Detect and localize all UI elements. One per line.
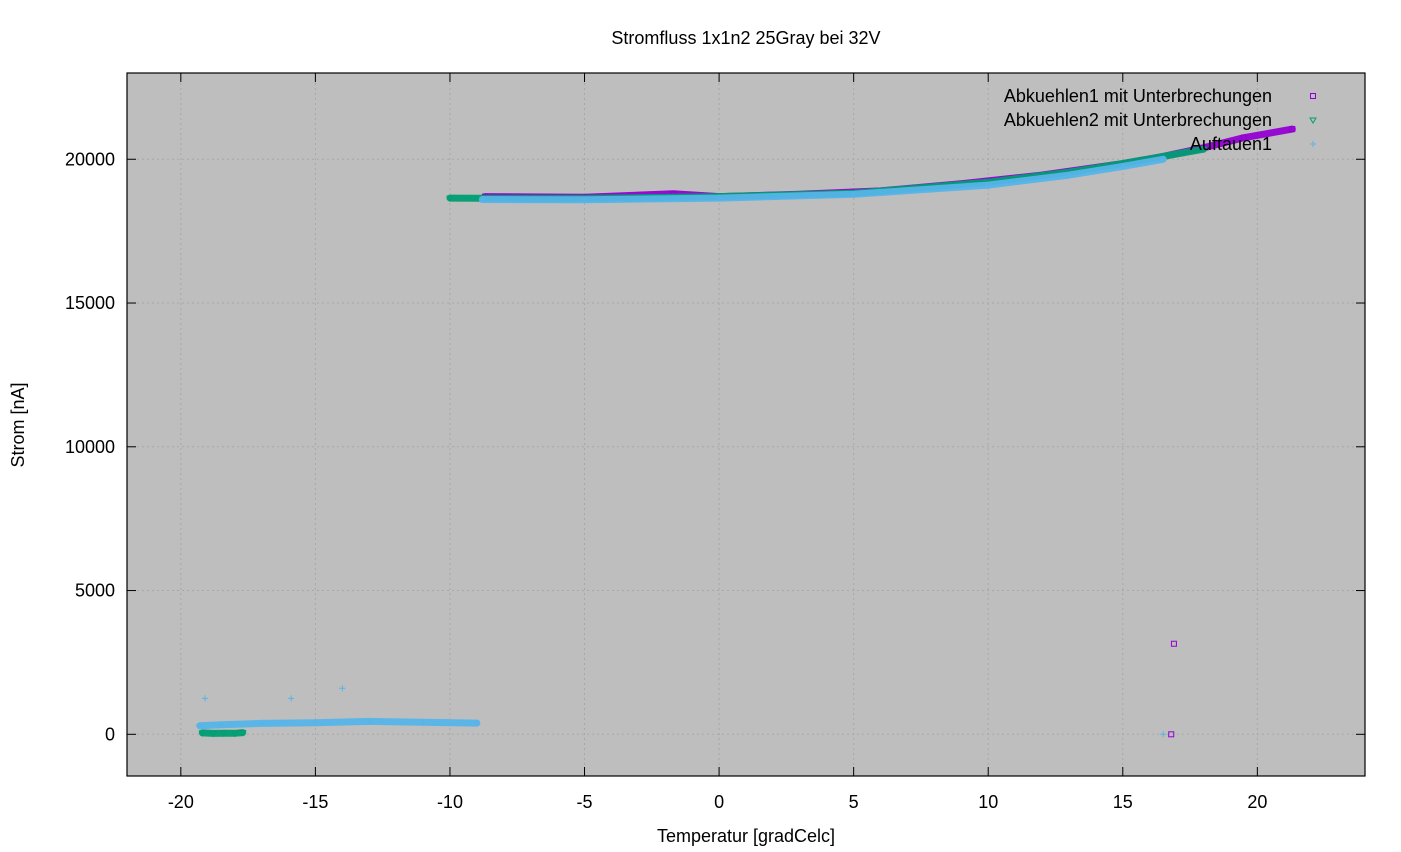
legend-marker [1310, 141, 1316, 147]
axis-ticks: -20 -15 -10 -5 0 5 10 15 20 0 5000 10000 15000 20000 [65, 73, 1365, 812]
data-point [312, 719, 319, 726]
data-point [446, 195, 454, 203]
x-tick-label: 15 [1113, 792, 1133, 812]
x-tick-label: 20 [1247, 792, 1267, 812]
data-point [196, 722, 203, 729]
data-point [420, 719, 427, 726]
x-tick-label: 10 [978, 792, 998, 812]
x-tick-label: -20 [168, 792, 194, 812]
legend-marker [1309, 117, 1317, 124]
legend-marker [1310, 93, 1316, 99]
data-point [1168, 731, 1175, 738]
data-point [479, 196, 486, 203]
data-point [209, 730, 218, 738]
x-tick-label: -5 [577, 792, 593, 812]
y-tick-label: 0 [105, 724, 115, 744]
data-point [473, 720, 480, 727]
data-point [581, 196, 588, 203]
x-tick-label: -10 [437, 792, 463, 812]
series-trace [478, 155, 1167, 204]
plot-area [127, 73, 1365, 776]
y-tick-label: 20000 [65, 149, 115, 169]
data-point [220, 730, 228, 738]
data-point [202, 695, 209, 702]
series-3 [196, 155, 1167, 738]
legend-label: Auftauen1 [1190, 134, 1272, 154]
data-point [716, 195, 723, 202]
data-point [230, 730, 239, 738]
plot-frame [126, 72, 1366, 777]
x-tick-label: 0 [714, 792, 724, 812]
data-point [218, 721, 225, 728]
data-point [1240, 134, 1247, 141]
legend-item: Abkuehlen2 mit Unterbrechungen [1004, 110, 1317, 130]
legend-label: Abkuehlen1 mit Unterbrechungen [1004, 86, 1272, 106]
legend-item: Abkuehlen1 mit Unterbrechungen [1004, 86, 1316, 106]
data-point [1160, 731, 1167, 738]
y-tick-label: 5000 [75, 581, 115, 601]
series-trace [196, 717, 481, 730]
x-tick-label: 5 [849, 792, 859, 812]
x-axis-label: Temperatur [gradCelc] [657, 826, 835, 846]
data-point [288, 695, 295, 702]
data-point [366, 718, 373, 725]
y-axis-label: Strom [nA] [8, 382, 28, 467]
chart-title: Stromfluss 1x1n2 25Gray bei 32V [611, 28, 880, 48]
legend-item: Auftauen1 [1190, 134, 1316, 154]
x-tick-label: -15 [302, 792, 328, 812]
grid [127, 73, 1365, 776]
y-tick-label: 10000 [65, 437, 115, 457]
legend-label: Abkuehlen2 mit Unterbrechungen [1004, 110, 1272, 130]
legend: Abkuehlen1 mit Unterbrechungen Abkuehlen2… [1004, 86, 1317, 154]
data-point [339, 685, 346, 692]
data-point [1065, 172, 1072, 179]
data-point [1289, 126, 1296, 133]
series-trace [198, 729, 247, 737]
data-point [1170, 640, 1177, 647]
data-marks [196, 125, 1296, 738]
data-point [1160, 156, 1167, 163]
data-point [1199, 146, 1208, 154]
data-point [198, 730, 207, 737]
data-point [258, 720, 265, 727]
data-point [238, 730, 247, 737]
data-point [850, 191, 857, 198]
data-point [1119, 163, 1126, 170]
data-point [985, 182, 992, 189]
y-tick-label: 15000 [65, 293, 115, 313]
